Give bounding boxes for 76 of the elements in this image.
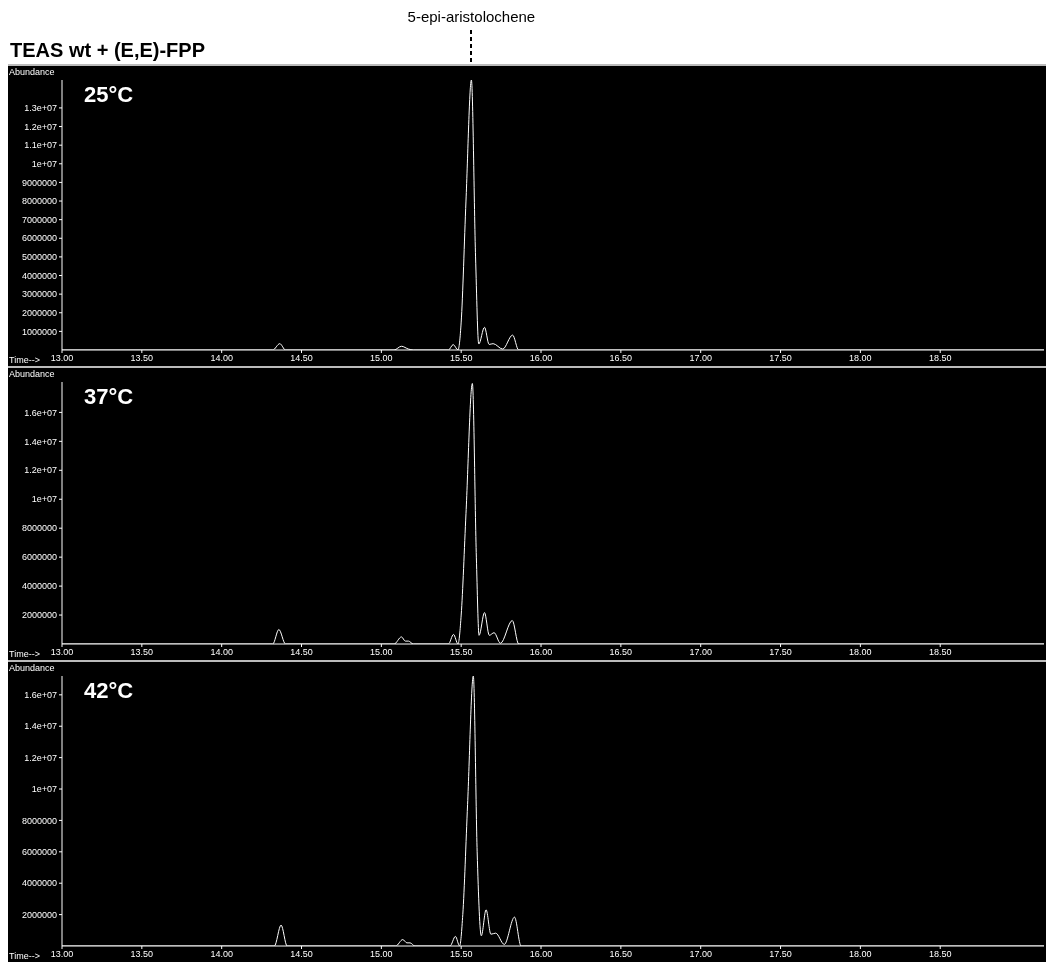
y-axis-title: Abundance: [9, 663, 55, 673]
x-tick-label: 16.00: [529, 353, 553, 364]
text: 5-epi-aristolochene: [407, 8, 536, 25]
x-tick-label: 16.00: [529, 647, 553, 658]
annotation: 42°C: [84, 678, 134, 704]
x-tick-label: 15.00: [370, 949, 393, 960]
x-tick-label: 18.50: [928, 647, 952, 658]
y-tick-label: 1000000: [21, 326, 57, 337]
y-tick-label: 2000000: [21, 307, 57, 318]
y-tick-label: 8000000: [21, 523, 57, 534]
x-tick-label: 15.50: [449, 949, 473, 960]
chart-title: TEAS wt + (E,E)-FPP: [10, 39, 206, 62]
x-tick-label: 14.00: [210, 647, 233, 658]
y-tick-label: 3000000: [21, 289, 57, 300]
x-tick-label: 18.00: [849, 647, 872, 658]
x-tick-label: 13.50: [130, 353, 154, 364]
y-tick-label: 1.1e+07: [24, 140, 57, 151]
x-tick-label: 16.50: [609, 647, 633, 658]
x-tick-label: 14.50: [290, 647, 313, 658]
y-tick-label: 1.6e+07: [24, 407, 57, 418]
x-tick-label: 17.00: [689, 647, 712, 658]
y-axis-title: Abundance: [9, 369, 55, 379]
y-tick-label: 5000000: [21, 252, 57, 263]
annotation: 37°C: [84, 384, 134, 410]
y-tick-label: 4000000: [21, 270, 57, 281]
x-tick-label: 13.00: [50, 949, 74, 960]
y-tick-label: 2000000: [21, 909, 57, 920]
x-tick-label: 18.50: [928, 949, 952, 960]
x-tick-label: 13.50: [130, 949, 154, 960]
x-axis-title: Time-->: [9, 951, 42, 961]
x-tick-label: 17.00: [689, 353, 712, 364]
x-tick-label: 14.00: [210, 353, 233, 364]
x-tick-label: 13.50: [130, 647, 154, 658]
x-tick-label: 16.50: [609, 353, 633, 364]
x-tick-label: 18.00: [849, 949, 872, 960]
x-tick-label: 14.00: [210, 949, 233, 960]
x-tick-label: 13.00: [50, 353, 74, 364]
y-tick-label: 1.2e+07: [24, 121, 57, 132]
y-tick-label: 1.6e+07: [24, 690, 57, 701]
x-tick-label: 17.50: [769, 647, 792, 658]
annotation: 25°C: [84, 82, 134, 108]
y-axis-title: Abundance: [9, 67, 55, 77]
x-tick-label: 15.50: [449, 353, 473, 364]
y-tick-label: 6000000: [21, 233, 57, 244]
x-tick-label: 16.00: [529, 949, 553, 960]
y-tick-label: 8000000: [21, 815, 57, 826]
x-tick-label: 17.50: [769, 353, 792, 364]
y-tick-label: 6000000: [21, 847, 57, 858]
x-tick-label: 15.00: [370, 647, 393, 658]
x-tick-label: 18.50: [928, 353, 952, 364]
y-tick-label: 1e+07: [31, 158, 57, 169]
x-tick-label: 13.00: [50, 647, 74, 658]
y-tick-label: 1.3e+07: [24, 103, 57, 114]
x-tick-label: 15.50: [449, 647, 473, 658]
y-tick-label: 1e+07: [31, 784, 57, 795]
y-tick-label: 1.4e+07: [24, 721, 57, 732]
y-tick-label: 1.2e+07: [24, 465, 57, 476]
y-tick-label: 4000000: [21, 581, 57, 592]
y-tick-label: 4000000: [21, 878, 57, 889]
y-tick-label: 1.2e+07: [24, 752, 57, 763]
y-tick-label: 1.4e+07: [24, 436, 57, 447]
x-tick-label: 14.50: [290, 949, 313, 960]
x-tick-label: 18.00: [849, 353, 872, 364]
y-tick-label: 8000000: [21, 196, 57, 207]
x-tick-label: 17.00: [689, 949, 712, 960]
y-tick-label: 6000000: [21, 552, 57, 563]
y-tick-label: 2000000: [21, 610, 57, 621]
y-tick-label: 9000000: [21, 177, 57, 188]
x-tick-label: 15.00: [370, 353, 393, 364]
x-tick-label: 14.50: [290, 353, 313, 364]
x-axis-title: Time-->: [9, 355, 42, 365]
y-tick-label: 7000000: [21, 214, 57, 225]
x-axis-title: Time-->: [9, 649, 42, 659]
y-tick-label: 1e+07: [31, 494, 57, 505]
x-tick-label: 16.50: [609, 949, 633, 960]
x-tick-label: 17.50: [769, 949, 792, 960]
